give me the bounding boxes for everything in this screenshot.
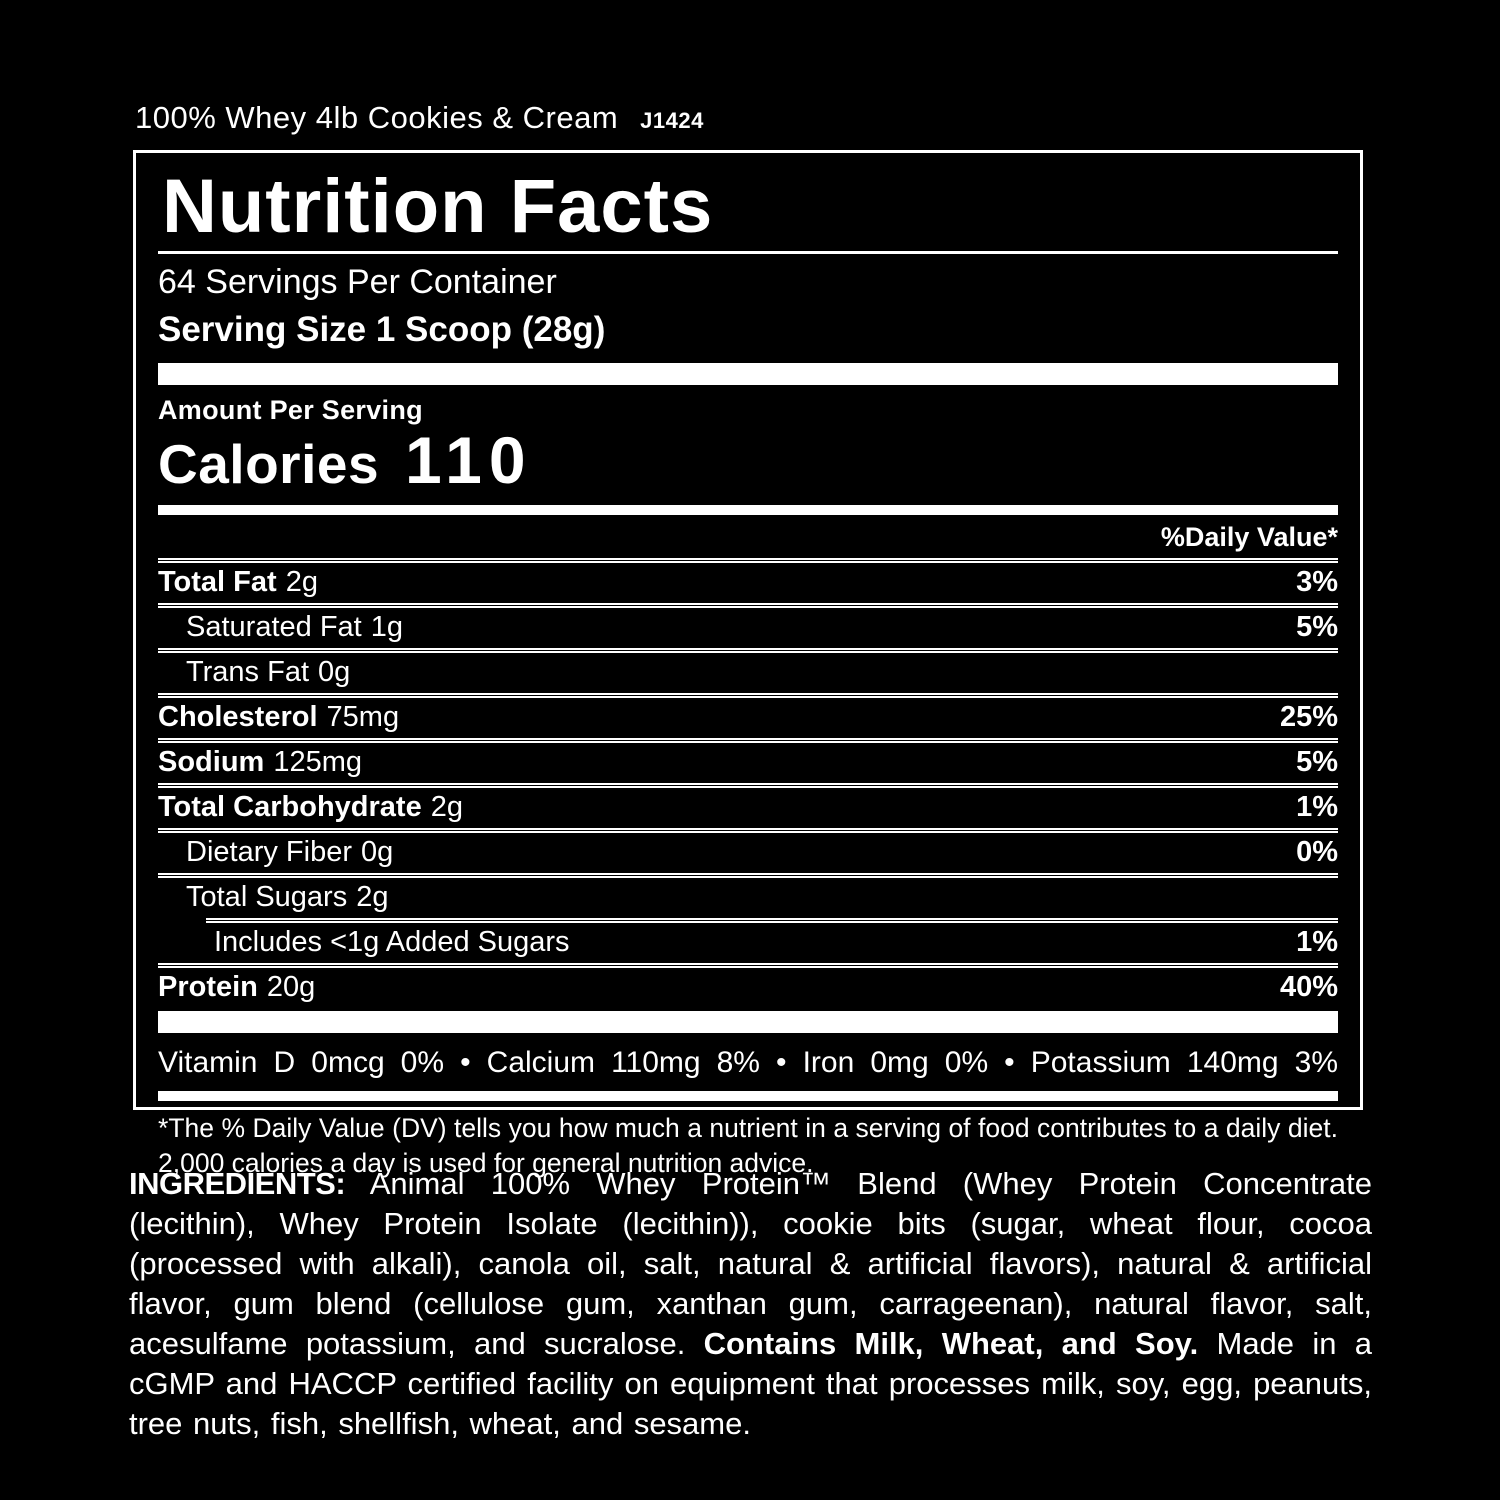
nutrient-dv: 0%: [1296, 836, 1338, 868]
row-divider: [158, 603, 1338, 608]
nutrient-label: Dietary Fiber 0g: [186, 836, 394, 868]
product-name: 100% Whey 4lb Cookies & Cream: [135, 100, 619, 135]
nutrient-dv: 40%: [1279, 971, 1338, 1003]
nutrient-label: Cholesterol 75mg: [158, 701, 400, 733]
nutrient-dv: 1%: [1296, 926, 1338, 958]
ingredients-paragraph: INGREDIENTS: Animal 100% Whey Protein™ B…: [129, 1164, 1372, 1444]
amount-per-serving-label: Amount Per Serving: [158, 395, 423, 425]
calories-label: Calories: [158, 433, 380, 495]
ingredients-text: Animal 100% Whey Protein™ Blend (Whey Pr…: [129, 1166, 1372, 1361]
calories-row: Calories 110: [158, 422, 1338, 498]
nutrient-row-trans-fat: Trans Fat 0g: [158, 653, 1338, 693]
nutrient-row-protein: Protein 20g 40%: [158, 968, 1338, 1008]
nutrient-label: Protein 20g: [158, 971, 316, 1003]
nutrient-label: Sodium 125mg: [158, 746, 363, 778]
product-header: 100% Whey 4lb Cookies & Cream J1424: [135, 100, 704, 136]
nutrient-row-total-carbohydrate: Total Carbohydrate 2g 1%: [158, 788, 1338, 828]
row-divider: [158, 693, 1338, 698]
ingredients-label: INGREDIENTS:: [129, 1166, 346, 1201]
nutrient-row-cholesterol: Cholesterol 75mg 25%: [158, 698, 1338, 738]
nutrient-label: Total Fat 2g: [158, 566, 318, 598]
separator-bar-thin: [158, 1091, 1338, 1101]
separator-bar-thick: [158, 1011, 1338, 1033]
row-divider: [158, 783, 1338, 788]
row-divider: [158, 828, 1338, 833]
nutrient-dv: 1%: [1296, 791, 1338, 823]
row-divider: [158, 648, 1338, 653]
nutrient-row-total-fat: Total Fat 2g 3%: [158, 563, 1338, 603]
facility-statement: Made in a cGMP and HACCP certified facil…: [129, 1325, 1372, 1441]
nutrient-row-saturated-fat: Saturated Fat 1g 5%: [158, 608, 1338, 648]
title-rule: [158, 251, 1338, 254]
micronutrients-line: Vitamin D 0mcg 0% • Calcium 110mg 8% • I…: [158, 1046, 1338, 1079]
calories-value: 110: [405, 423, 533, 497]
nutrient-label: Total Sugars 2g: [186, 881, 389, 913]
separator-bar-medium: [158, 505, 1338, 515]
nutrient-row-total-sugars: Total Sugars 2g: [158, 878, 1338, 918]
allergen-statement: Contains Milk, Wheat, and Soy.: [703, 1325, 1199, 1361]
daily-value-footnote: *The % Daily Value (DV) tells you how mu…: [158, 1113, 1338, 1178]
nutrient-dv: 3%: [1296, 566, 1338, 598]
servings-per-container: 64 Servings Per Container: [158, 263, 557, 301]
serving-size: Serving Size 1 Scoop (28g): [158, 310, 606, 349]
nutrient-dv: 5%: [1296, 746, 1338, 778]
row-divider: [158, 738, 1338, 743]
row-divider: [158, 873, 1338, 878]
product-code: J1424: [640, 108, 704, 133]
nutrition-facts-panel: Nutrition Facts 64 Servings Per Containe…: [133, 150, 1363, 1178]
nutrient-dv: 25%: [1279, 701, 1338, 733]
nutrient-dv: 5%: [1296, 611, 1338, 643]
nutrient-label: Total Carbohydrate 2g: [158, 791, 463, 823]
nutrient-row-sodium: Sodium 125mg 5%: [158, 743, 1338, 783]
nutrient-label: Trans Fat 0g: [186, 656, 351, 688]
row-divider-indented: [206, 918, 1338, 923]
nutrient-label: Saturated Fat 1g: [186, 611, 403, 643]
nutrient-row-added-sugars: Includes <1g Added Sugars 1%: [158, 923, 1338, 963]
daily-value-header: %Daily Value*: [1160, 522, 1338, 552]
separator-bar-thick: [158, 363, 1338, 385]
row-divider: [158, 558, 1338, 563]
nutrition-facts-title: Nutrition Facts: [162, 164, 714, 249]
row-divider: [158, 963, 1338, 968]
nutrient-row-dietary-fiber: Dietary Fiber 0g 0%: [158, 833, 1338, 873]
nutrient-label: Includes <1g Added Sugars: [214, 926, 570, 958]
